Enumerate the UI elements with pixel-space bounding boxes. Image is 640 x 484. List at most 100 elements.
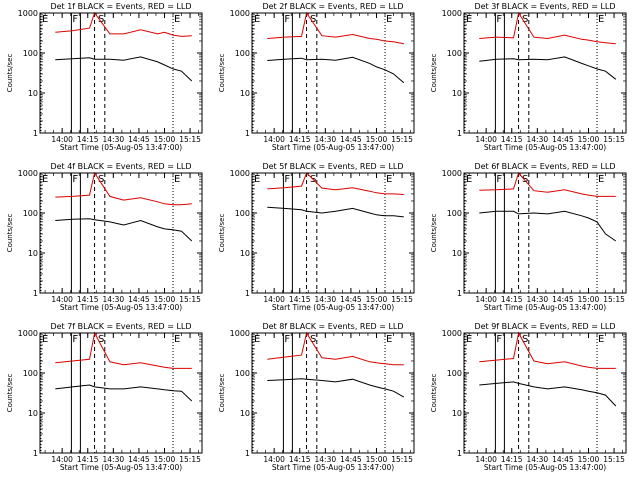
x-tick-label: 14:30 xyxy=(103,295,125,304)
x-tick-label: 14:15 xyxy=(77,455,99,464)
y-tick-label: 1000 xyxy=(18,169,38,178)
y-tick-label: 100 xyxy=(23,209,38,218)
x-tick-label: 14:30 xyxy=(315,295,337,304)
y-tick-label: 10 xyxy=(28,409,38,418)
x-tick-label: 15:00 xyxy=(578,135,600,144)
x-axis-label: Start Time (05-Aug-05 13:47:00) xyxy=(60,463,182,472)
x-tick-label: 15:00 xyxy=(154,295,176,304)
marker-label-e: E xyxy=(386,334,392,345)
series-events-line xyxy=(479,210,617,242)
panel-title: Det 2f BLACK = Events, RED = LLD xyxy=(262,2,403,11)
series-lld-line xyxy=(479,11,616,45)
marker-label-s: S xyxy=(98,174,104,185)
x-tick-label: 14:45 xyxy=(340,135,362,144)
marker-label-e: E xyxy=(254,174,260,185)
panel-4: Det 4f BLACK = Events, RED = LLD Counts/s… xyxy=(6,162,203,312)
x-tick-label: 15:15 xyxy=(179,135,201,144)
marker-label-s: S xyxy=(310,334,316,345)
y-tick-label: 100 xyxy=(447,209,462,218)
y-tick-label: 10 xyxy=(240,249,250,258)
y-tick-label: 10 xyxy=(28,89,38,98)
x-axis-label: Start Time (05-Aug-05 13:47:00) xyxy=(484,143,606,152)
series-events-line xyxy=(479,56,617,80)
y-axis-label: Counts/sec xyxy=(218,374,226,413)
plot-frame xyxy=(39,172,203,294)
x-tick-label: 14:45 xyxy=(552,295,574,304)
x-axis-label: Start Time (05-Aug-05 13:47:00) xyxy=(60,303,182,312)
x-tick-label: 14:30 xyxy=(103,135,125,144)
x-tick-label: 14:30 xyxy=(527,455,549,464)
y-axis-label: Counts/sec xyxy=(430,374,438,413)
x-axis-label: Start Time (05-Aug-05 13:47:00) xyxy=(272,463,394,472)
plot-frame xyxy=(463,172,627,294)
y-tick-label: 1 xyxy=(457,129,462,138)
marker-label-f: F xyxy=(284,174,290,185)
panel-5: Det 5f BLACK = Events, RED = LLD Counts/s… xyxy=(218,162,415,312)
y-tick-label: 10 xyxy=(240,89,250,98)
y-tick-label: 1 xyxy=(245,449,250,458)
y-tick-label: 1000 xyxy=(442,329,462,338)
y-tick-label: 1000 xyxy=(230,169,250,178)
y-axis-label: Counts/sec xyxy=(218,214,226,253)
y-tick-label: 10 xyxy=(452,249,462,258)
marker-label-e: E xyxy=(386,14,392,25)
x-tick-label: 14:15 xyxy=(289,295,311,304)
marker-label-f: F xyxy=(72,14,78,25)
panel-1: Det 1f BLACK = Events, RED = LLD Counts/s… xyxy=(6,2,203,152)
x-tick-label: 14:00 xyxy=(263,135,285,144)
plot-frame xyxy=(251,172,415,294)
x-axis-label: Start Time (05-Aug-05 13:47:00) xyxy=(484,463,606,472)
x-tick-label: 14:00 xyxy=(475,135,497,144)
x-tick-label: 14:00 xyxy=(51,455,73,464)
x-tick-label: 14:15 xyxy=(77,295,99,304)
y-tick-label: 1 xyxy=(245,289,250,298)
y-tick-label: 1000 xyxy=(230,329,250,338)
x-tick-label: 14:00 xyxy=(475,455,497,464)
panel-title: Det 6f BLACK = Events, RED = LLD xyxy=(474,162,615,171)
marker-label-s: S xyxy=(522,14,528,25)
marker-label-s: S xyxy=(310,14,316,25)
x-tick-label: 14:30 xyxy=(315,455,337,464)
series-lld-line xyxy=(267,11,404,45)
x-tick-label: 14:15 xyxy=(501,455,523,464)
series-lld-line xyxy=(479,171,616,197)
x-tick-label: 14:15 xyxy=(289,455,311,464)
x-tick-label: 14:45 xyxy=(552,455,574,464)
y-tick-label: 1000 xyxy=(442,9,462,18)
x-tick-label: 14:00 xyxy=(475,295,497,304)
plot-frame xyxy=(463,332,627,454)
x-axis-label: Start Time (05-Aug-05 13:47:00) xyxy=(272,143,394,152)
panel-9: Det 9f BLACK = Events, RED = LLD Counts/s… xyxy=(430,322,627,472)
x-tick-label: 14:00 xyxy=(263,295,285,304)
y-tick-label: 10 xyxy=(452,89,462,98)
marker-label-s: S xyxy=(98,334,104,345)
panel-title: Det 1f BLACK = Events, RED = LLD xyxy=(50,2,191,11)
series-lld-line xyxy=(479,331,616,369)
marker-label-e: E xyxy=(254,334,260,345)
y-tick-label: 1000 xyxy=(230,9,250,18)
series-events-line xyxy=(267,56,405,84)
y-tick-label: 10 xyxy=(240,409,250,418)
panel-title: Det 7f BLACK = Events, RED = LLD xyxy=(50,322,191,331)
marker-label-e: E xyxy=(466,334,472,345)
marker-label-e: E xyxy=(42,334,48,345)
plot-frame xyxy=(251,332,415,454)
y-tick-label: 1 xyxy=(245,129,250,138)
panel-title: Det 3f BLACK = Events, RED = LLD xyxy=(474,2,615,11)
x-tick-label: 14:30 xyxy=(103,455,125,464)
y-tick-label: 1 xyxy=(33,129,38,138)
x-tick-label: 15:15 xyxy=(603,135,625,144)
panel-3: Det 3f BLACK = Events, RED = LLD Counts/s… xyxy=(430,2,627,152)
marker-label-e: E xyxy=(254,14,260,25)
x-tick-label: 14:30 xyxy=(527,295,549,304)
marker-label-e: E xyxy=(466,14,472,25)
x-tick-label: 15:15 xyxy=(179,295,201,304)
x-tick-label: 14:15 xyxy=(501,135,523,144)
y-tick-label: 100 xyxy=(447,49,462,58)
y-tick-label: 1000 xyxy=(18,329,38,338)
y-tick-label: 10 xyxy=(452,409,462,418)
series-events-line xyxy=(267,378,405,398)
panel-title: Det 5f BLACK = Events, RED = LLD xyxy=(262,162,403,171)
marker-label-e: E xyxy=(598,334,604,345)
